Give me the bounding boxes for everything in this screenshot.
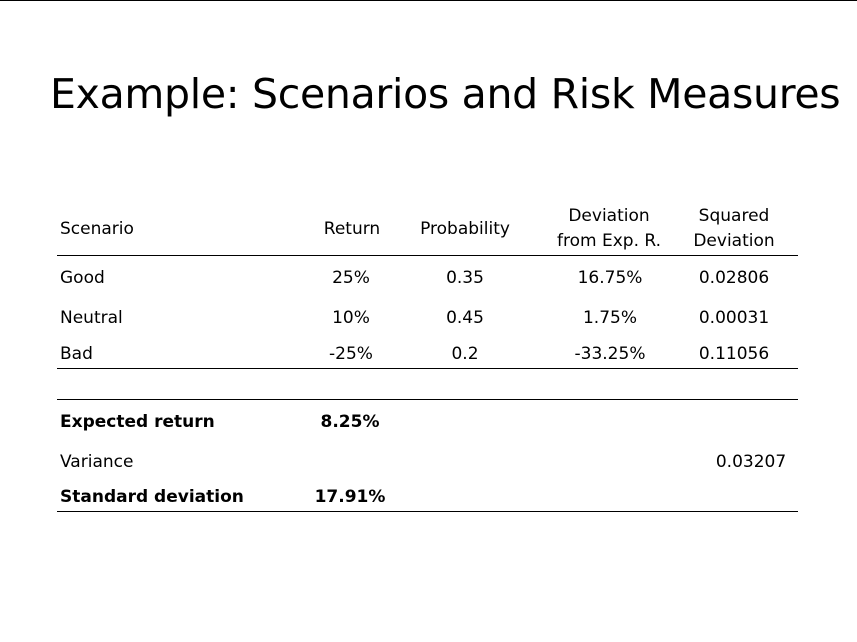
row-bad-squared: 0.11056	[698, 344, 770, 364]
row-good-scenario: Good	[60, 268, 105, 288]
header-scenario: Scenario	[60, 219, 134, 239]
row-bad-scenario: Bad	[60, 344, 93, 364]
row-good-probability: 0.35	[446, 268, 484, 288]
header-deviation: Deviation from Exp. R.	[557, 204, 661, 254]
row-neutral-return: 10%	[332, 308, 370, 328]
header-probability: Probability	[420, 219, 510, 239]
std-dev-label: Standard deviation	[60, 487, 244, 507]
slide-top-border	[0, 0, 857, 1]
header-squared-deviation: Squared Deviation	[693, 204, 774, 254]
row-good-deviation: 16.75%	[577, 268, 643, 288]
row-bad-return: -25%	[329, 344, 373, 364]
header-squared-line1: Squared	[698, 206, 770, 226]
row-bad-deviation: -33.25%	[574, 344, 646, 364]
expected-return-label: Expected return	[60, 412, 215, 432]
header-deviation-line1: Deviation	[568, 206, 650, 226]
row-good-return: 25%	[332, 268, 370, 288]
header-deviation-line2: from Exp. R.	[557, 231, 661, 251]
summary-start-rule	[57, 399, 798, 400]
expected-return-value: 8.25%	[320, 412, 380, 432]
row-bad-probability: 0.2	[451, 344, 479, 364]
header-rule	[57, 255, 798, 256]
std-dev-value: 17.91%	[314, 487, 386, 507]
header-squared-line2: Deviation	[693, 231, 775, 251]
row-good-squared: 0.02806	[698, 268, 770, 288]
row-neutral-squared: 0.00031	[698, 308, 770, 328]
variance-value: 0.03207	[715, 452, 787, 472]
summary-end-rule	[57, 511, 798, 512]
slide-title: Example: Scenarios and Risk Measures	[50, 70, 841, 118]
row-neutral-probability: 0.45	[446, 308, 484, 328]
rows-end-rule	[57, 368, 798, 369]
row-neutral-deviation: 1.75%	[582, 308, 638, 328]
variance-label: Variance	[60, 452, 134, 472]
row-neutral-scenario: Neutral	[60, 308, 123, 328]
header-return: Return	[323, 219, 381, 239]
